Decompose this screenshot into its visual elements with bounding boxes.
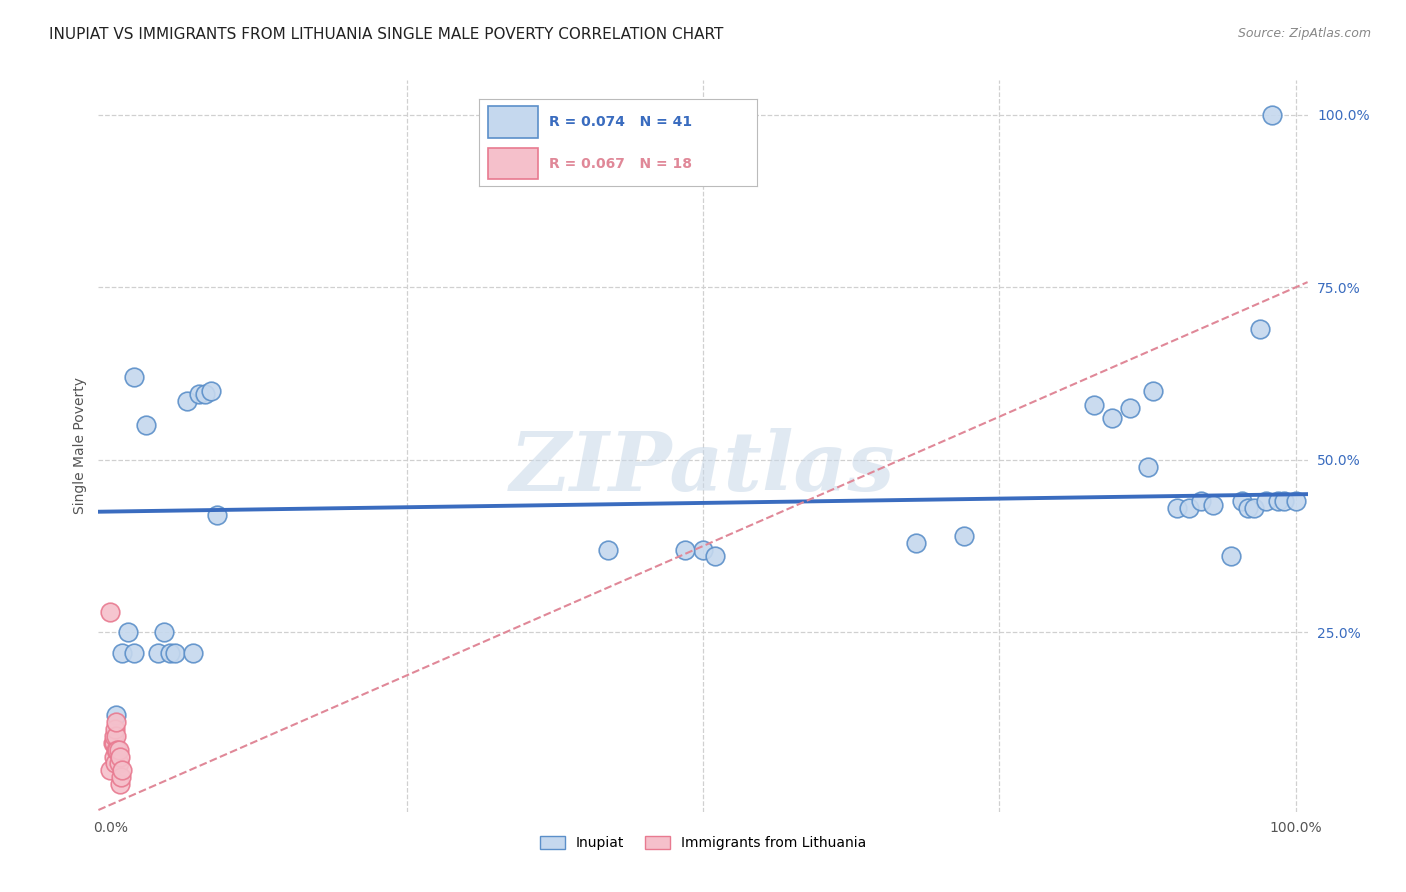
Point xyxy=(104,722,127,736)
Point xyxy=(122,646,145,660)
Point xyxy=(108,749,131,764)
Point xyxy=(1202,498,1225,512)
Point xyxy=(1083,398,1105,412)
Point xyxy=(1178,501,1201,516)
Point xyxy=(703,549,725,564)
Point xyxy=(1249,321,1271,335)
Point xyxy=(103,749,125,764)
Point xyxy=(952,529,974,543)
Point xyxy=(200,384,222,398)
Point xyxy=(1237,501,1260,516)
Point xyxy=(159,646,181,660)
Point xyxy=(1272,494,1295,508)
Point xyxy=(103,736,125,750)
Point xyxy=(1136,459,1159,474)
Point xyxy=(98,605,121,619)
Point xyxy=(135,418,157,433)
Point xyxy=(176,394,198,409)
Point xyxy=(1142,384,1164,398)
Point xyxy=(188,387,211,401)
Y-axis label: Single Male Poverty: Single Male Poverty xyxy=(73,377,87,515)
Text: ZIPatlas: ZIPatlas xyxy=(510,428,896,508)
Point xyxy=(181,646,204,660)
Point xyxy=(146,646,169,660)
Point xyxy=(1254,494,1277,508)
Point xyxy=(152,625,174,640)
Point xyxy=(105,742,128,756)
Point xyxy=(673,542,696,557)
Point xyxy=(108,777,131,791)
Point xyxy=(1261,108,1284,122)
Point xyxy=(1219,549,1241,564)
Point xyxy=(111,646,134,660)
Point xyxy=(692,542,714,557)
Point xyxy=(194,387,217,401)
Point xyxy=(1285,494,1308,508)
Point xyxy=(1189,494,1212,508)
Point xyxy=(1267,494,1289,508)
Point xyxy=(103,729,125,743)
Point xyxy=(110,770,132,784)
Point xyxy=(905,535,928,549)
Point xyxy=(1166,501,1188,516)
Point xyxy=(98,764,121,778)
Point xyxy=(1101,411,1123,425)
Point xyxy=(105,729,128,743)
Point xyxy=(105,714,128,729)
Text: INUPIAT VS IMMIGRANTS FROM LITHUANIA SINGLE MALE POVERTY CORRELATION CHART: INUPIAT VS IMMIGRANTS FROM LITHUANIA SIN… xyxy=(49,27,724,42)
Point xyxy=(105,708,128,723)
Point xyxy=(1243,501,1265,516)
Point xyxy=(1232,494,1254,508)
Point xyxy=(104,756,127,771)
Legend: Inupiat, Immigrants from Lithuania: Inupiat, Immigrants from Lithuania xyxy=(534,830,872,856)
Point xyxy=(1119,401,1142,415)
Point xyxy=(205,508,228,522)
Point xyxy=(117,625,139,640)
Point xyxy=(107,742,129,756)
Point xyxy=(105,742,128,756)
Point xyxy=(107,756,129,771)
Point xyxy=(122,370,145,384)
Point xyxy=(111,764,134,778)
Text: Source: ZipAtlas.com: Source: ZipAtlas.com xyxy=(1237,27,1371,40)
Point xyxy=(598,542,620,557)
Point xyxy=(101,736,124,750)
Point xyxy=(165,646,187,660)
